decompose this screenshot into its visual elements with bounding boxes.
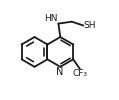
Text: CF₃: CF₃ bbox=[72, 69, 87, 78]
Text: HN: HN bbox=[44, 14, 57, 23]
Text: SH: SH bbox=[84, 21, 96, 30]
Text: N: N bbox=[56, 67, 64, 77]
